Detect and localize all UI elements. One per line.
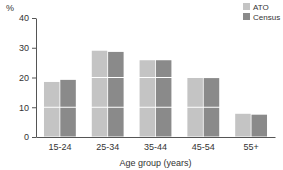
- legend: ATOCensus: [243, 3, 280, 22]
- y-tick-label: 30: [19, 43, 29, 53]
- x-tick-label: 55+: [243, 142, 258, 152]
- y-tick: 20: [19, 73, 36, 83]
- plot: 0 10 20 30 40 15-24 25-34 35-44 45-54 55+: [19, 13, 276, 152]
- x-tick-label: 15-24: [48, 142, 71, 152]
- y-tick: 40: [19, 13, 36, 23]
- bar: [252, 115, 268, 137]
- bars: [36, 18, 275, 137]
- y-tick-mark: [32, 137, 36, 138]
- x-tick: 45-54: [192, 137, 215, 152]
- grid-line: [36, 18, 275, 19]
- grid-line: [36, 77, 275, 78]
- grid-line: [36, 47, 275, 48]
- y-tick-label: 0: [24, 132, 29, 142]
- x-tick: 55+: [243, 137, 258, 152]
- y-tick-label: 10: [19, 103, 29, 113]
- grid-line: [36, 137, 275, 138]
- y-tick-mark: [32, 107, 36, 108]
- y-axis: 0 10 20 30 40: [19, 13, 37, 142]
- x-tick-label: 25-34: [96, 142, 119, 152]
- legend-label: Census: [253, 13, 280, 22]
- y-axis-line: [36, 19, 37, 138]
- x-tick: 35-44: [144, 137, 167, 152]
- bar: [140, 60, 156, 137]
- y-tick-label: 40: [19, 13, 29, 23]
- y-tick-label: 20: [19, 73, 29, 83]
- bar: [60, 80, 76, 137]
- y-tick-mark: [32, 48, 36, 49]
- x-tick: 15-24: [48, 137, 71, 152]
- x-tick-label: 35-44: [144, 142, 167, 152]
- x-axis-line: [37, 137, 276, 138]
- y-tick: 0: [24, 132, 36, 142]
- legend-swatch: [243, 13, 250, 20]
- chart: 0 10 20 30 40 15-24 25-34 35-44 45-54 55+% Age gro…: [0, 0, 283, 170]
- x-axis-title: Age group (years): [119, 158, 191, 168]
- legend-swatch: [243, 3, 250, 10]
- bar: [92, 51, 108, 137]
- legend-label: ATO: [253, 3, 269, 12]
- x-tick: 25-34: [96, 137, 119, 152]
- y-tick-mark: [32, 18, 36, 19]
- y-axis-title: %: [6, 3, 14, 13]
- y-tick: 10: [19, 103, 36, 113]
- x-tick-label: 45-54: [192, 142, 215, 152]
- y-tick: 30: [19, 43, 36, 53]
- bar: [108, 52, 124, 137]
- y-tick-mark: [32, 78, 36, 79]
- grid-line: [36, 107, 275, 108]
- bar: [156, 60, 172, 137]
- bar: [44, 82, 60, 137]
- x-axis: 15-24 25-34 35-44 45-54 55+: [37, 137, 276, 152]
- bar: [235, 114, 251, 137]
